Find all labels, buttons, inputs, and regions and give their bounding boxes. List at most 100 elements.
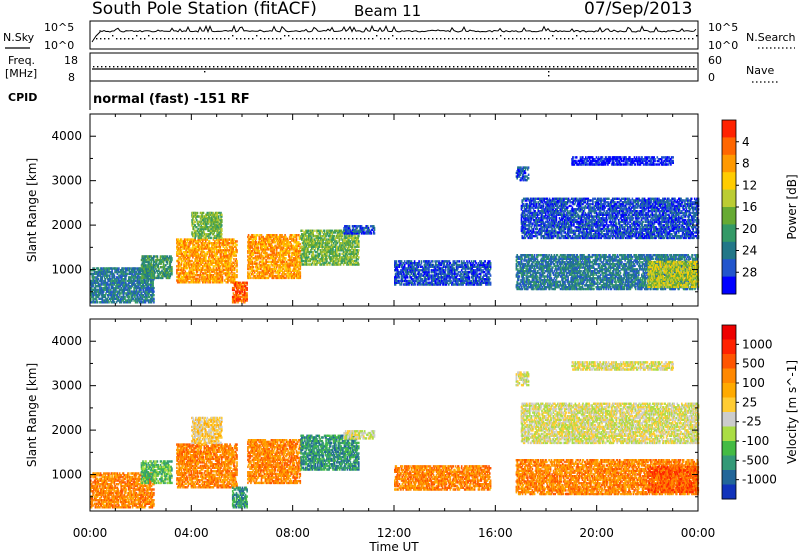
data-cell xyxy=(233,238,235,240)
nave-dot xyxy=(165,66,166,67)
nave-dot xyxy=(609,66,610,67)
nsearch-dot xyxy=(168,38,169,39)
nsearch-dot xyxy=(616,38,617,39)
nsearch-dot xyxy=(152,38,153,39)
nsearch-dot xyxy=(272,38,273,39)
data-cell xyxy=(326,258,328,260)
data-cell xyxy=(339,238,341,240)
nsearch-dot xyxy=(356,38,357,39)
nave-dot xyxy=(125,66,126,67)
nave-dot xyxy=(621,66,622,67)
nave-dot xyxy=(461,66,462,67)
data-cell xyxy=(235,240,237,242)
data-cell xyxy=(274,241,276,243)
nsearch-dot xyxy=(136,35,137,36)
nave-dot xyxy=(221,66,222,67)
data-cell xyxy=(205,233,207,235)
data-cell xyxy=(269,241,271,243)
data-cell xyxy=(323,258,325,260)
nsearch-dot xyxy=(692,38,693,39)
data-cell xyxy=(252,257,254,259)
nave-dot xyxy=(269,66,270,67)
nsearch-dot xyxy=(228,38,229,39)
nave-dot xyxy=(529,66,530,67)
data-cell xyxy=(268,261,270,263)
nsearch-dot xyxy=(132,38,133,39)
nave-dot xyxy=(577,66,578,67)
data-cell xyxy=(199,279,201,281)
data-cell xyxy=(258,246,260,248)
data-cell xyxy=(265,243,267,245)
nave-dot xyxy=(317,66,318,67)
nsearch-dot xyxy=(116,38,117,39)
rti-figure: South Pole Station (fitACF) Beam 11 07/S… xyxy=(0,0,800,554)
data-cell xyxy=(157,255,159,257)
nsearch-dot xyxy=(640,38,641,39)
nave-dot xyxy=(549,66,550,67)
nave-dot xyxy=(637,66,638,67)
data-cell xyxy=(126,283,128,285)
nave-dot xyxy=(537,66,538,67)
nsearch-dot xyxy=(204,38,205,39)
nsearch-dot xyxy=(120,38,121,39)
data-cell xyxy=(266,261,268,263)
data-cell xyxy=(246,282,248,284)
data-cell xyxy=(221,237,223,239)
nave-dot xyxy=(289,66,290,67)
nave-dot xyxy=(453,66,454,67)
nsearch-dot xyxy=(292,38,293,39)
data-cell xyxy=(209,240,211,242)
nave-label: Nave xyxy=(746,64,774,77)
data-cell xyxy=(297,241,299,243)
nsearch-dot xyxy=(404,38,405,39)
nsearch-dot xyxy=(232,35,233,36)
nsearch-dot xyxy=(208,38,209,39)
nsearch-dot xyxy=(428,38,429,39)
data-cell xyxy=(235,254,237,256)
data-cell xyxy=(129,267,131,269)
data-cell xyxy=(208,226,210,228)
nsearch-dot xyxy=(348,38,349,39)
nsearch-dot xyxy=(496,38,497,39)
nave-dot xyxy=(625,66,626,67)
nsearch-dot xyxy=(372,38,373,39)
nave-dot xyxy=(369,66,370,67)
data-cell xyxy=(125,267,127,269)
nave-dot xyxy=(313,66,314,67)
nsearch-dot xyxy=(280,38,281,39)
nave-dot xyxy=(365,66,366,67)
nsearch-dot xyxy=(128,38,129,39)
nave-dot xyxy=(209,66,210,67)
nave-dot xyxy=(129,66,130,67)
nsearch-dot xyxy=(680,38,681,39)
nave-dot xyxy=(253,66,254,67)
figure-header: South Pole Station (fitACF) Beam 11 07/S… xyxy=(92,0,692,20)
nsearch-dot xyxy=(540,38,541,39)
data-cell xyxy=(153,294,155,296)
nsearch-dot xyxy=(676,38,677,39)
data-cell xyxy=(296,234,298,236)
data-cell xyxy=(303,263,305,265)
station-title: South Pole Station (fitACF) xyxy=(92,0,317,19)
nave-dot xyxy=(101,66,102,67)
data-cell xyxy=(198,224,200,226)
nave-dot xyxy=(493,66,494,67)
nsearch-dot xyxy=(164,38,165,39)
nsearch-dot xyxy=(196,38,197,39)
nave-tick-bottom: 0 xyxy=(708,71,715,84)
data-cell xyxy=(133,299,135,301)
data-cell xyxy=(197,274,199,276)
data-cell xyxy=(98,283,100,285)
nave-dot xyxy=(273,66,274,67)
nsearch-dot xyxy=(564,38,565,39)
data-cell xyxy=(161,270,163,272)
nave-dot xyxy=(677,66,678,67)
nave-dot xyxy=(113,66,114,67)
data-cell xyxy=(224,279,226,281)
nsearch-dot xyxy=(368,38,369,39)
data-cell xyxy=(298,268,300,270)
nsearch-dot xyxy=(668,38,669,39)
nave-dot xyxy=(133,66,134,67)
nsearch-dot xyxy=(656,38,657,39)
nsearch-dot xyxy=(516,38,517,39)
